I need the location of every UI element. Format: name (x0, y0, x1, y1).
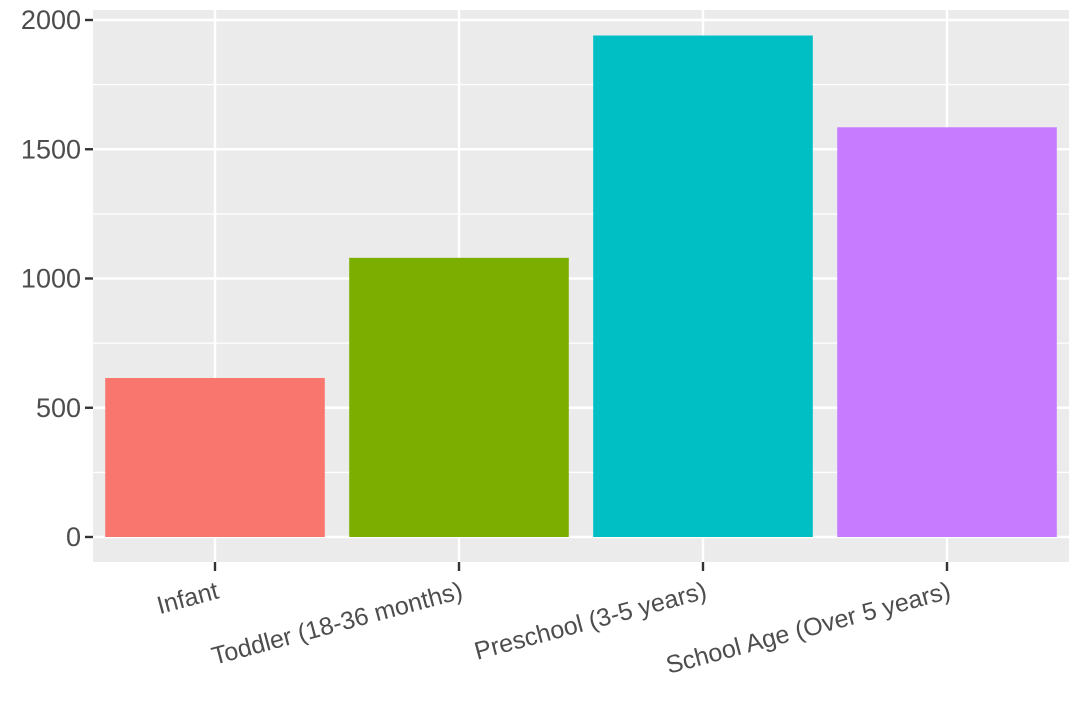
x-tick-label: School Age (Over 5 years) (663, 577, 953, 680)
y-tick-label: 0 (66, 522, 81, 552)
bar (837, 127, 1057, 537)
x-tick-label: Infant (154, 577, 222, 620)
bar (105, 378, 325, 537)
bars (105, 35, 1057, 537)
bar (349, 257, 569, 537)
y-tick-label: 500 (36, 393, 81, 423)
y-tick-label: 1000 (21, 264, 81, 294)
bar (593, 35, 813, 537)
y-axis: 0 500 1000 1500 2000 (21, 5, 93, 552)
y-tick-label: 1500 (21, 134, 81, 164)
x-tick-label: Toddler (18-36 months) (209, 577, 466, 671)
y-tick-label: 2000 (21, 5, 81, 35)
